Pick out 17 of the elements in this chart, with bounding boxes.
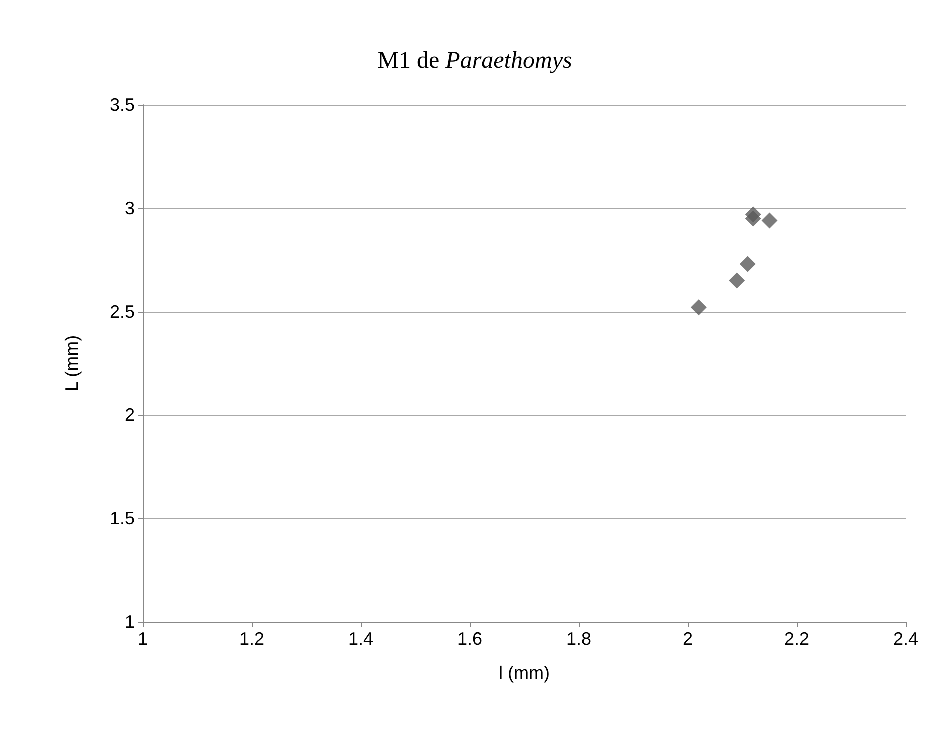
x-tick-label: 1.6 <box>457 629 483 649</box>
x-tick-label: 1.8 <box>566 629 592 649</box>
y-tick-label: 2 <box>124 405 135 426</box>
x-tick-label: 2.4 <box>893 629 919 649</box>
x-axis-title: l (mm) <box>499 663 550 683</box>
x-tick-label: 2.2 <box>784 629 810 649</box>
y-tick-label: 3 <box>124 198 135 218</box>
y-tick-label: 1 <box>124 612 135 632</box>
y-tick-label: 3.5 <box>110 95 135 115</box>
y-tick-label: 2.5 <box>110 302 135 322</box>
x-tick-label: 1 <box>138 629 148 649</box>
x-tick-label: 1.2 <box>239 629 265 649</box>
x-tick-label: 1.4 <box>348 629 374 649</box>
x-tick-label: 2 <box>682 629 694 649</box>
chart-title: M1 de Paraethomys <box>378 48 572 74</box>
y-tick-label: 1.5 <box>110 508 135 529</box>
y-axis-title: L (mm) <box>62 335 82 392</box>
